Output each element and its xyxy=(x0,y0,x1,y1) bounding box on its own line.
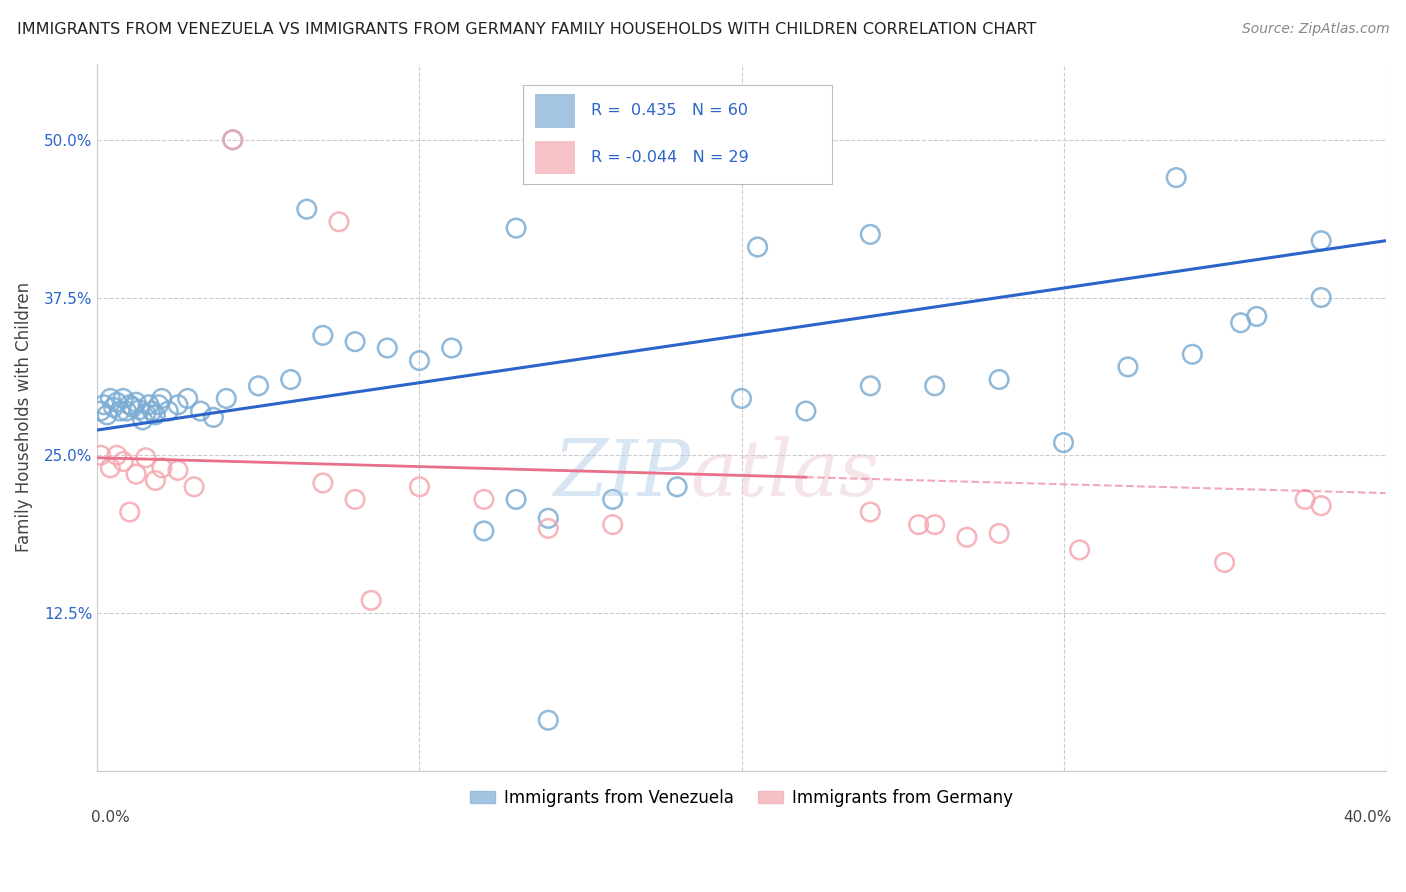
Point xyxy=(1116,359,1139,374)
Point xyxy=(222,133,245,147)
Point xyxy=(128,402,150,417)
Point xyxy=(122,401,145,415)
Point xyxy=(1069,542,1091,557)
Point xyxy=(1229,316,1251,330)
Point xyxy=(505,221,527,235)
Point xyxy=(1246,310,1268,324)
Point xyxy=(90,448,112,462)
Text: Source: ZipAtlas.com: Source: ZipAtlas.com xyxy=(1241,22,1389,37)
Point xyxy=(1310,234,1333,248)
Point xyxy=(131,413,153,427)
Point xyxy=(138,398,160,412)
Point xyxy=(96,408,118,422)
Point xyxy=(105,448,128,462)
Point xyxy=(167,463,190,477)
Point xyxy=(666,480,689,494)
Point xyxy=(215,392,238,406)
Point xyxy=(157,404,180,418)
Point xyxy=(360,593,382,607)
Point xyxy=(98,392,121,406)
Point xyxy=(1310,499,1333,513)
Point xyxy=(924,517,946,532)
Point xyxy=(537,521,560,535)
Point xyxy=(924,379,946,393)
Point xyxy=(148,398,170,412)
Point xyxy=(176,392,198,406)
Point xyxy=(408,480,430,494)
Point xyxy=(1213,556,1236,570)
Point xyxy=(112,392,135,406)
Point xyxy=(537,713,560,727)
Point xyxy=(112,454,135,468)
Point xyxy=(202,410,225,425)
Point xyxy=(105,395,128,409)
Text: 40.0%: 40.0% xyxy=(1344,810,1392,824)
Point xyxy=(505,492,527,507)
Point xyxy=(1310,291,1333,305)
Point xyxy=(956,530,979,544)
Point xyxy=(730,392,752,406)
Point xyxy=(1166,170,1188,185)
Point xyxy=(328,215,350,229)
Point xyxy=(135,407,157,421)
Point xyxy=(602,517,624,532)
Point xyxy=(145,474,167,488)
Point xyxy=(167,398,190,412)
Text: ZIP: ZIP xyxy=(553,436,690,512)
Point xyxy=(537,511,560,525)
Point xyxy=(247,379,270,393)
Point xyxy=(98,461,121,475)
Point xyxy=(183,480,205,494)
Text: IMMIGRANTS FROM VENEZUELA VS IMMIGRANTS FROM GERMANY FAMILY HOUSEHOLDS WITH CHIL: IMMIGRANTS FROM VENEZUELA VS IMMIGRANTS … xyxy=(17,22,1036,37)
Point xyxy=(103,401,125,415)
Point xyxy=(859,505,882,519)
Point xyxy=(118,505,141,519)
Point xyxy=(1052,435,1074,450)
Point xyxy=(141,404,163,418)
Point xyxy=(408,353,430,368)
Point xyxy=(312,475,335,490)
Point xyxy=(108,404,131,418)
Point xyxy=(125,395,148,409)
Point xyxy=(295,202,318,217)
Point xyxy=(472,492,495,507)
Point xyxy=(1181,347,1204,361)
Point xyxy=(907,517,929,532)
Y-axis label: Family Households with Children: Family Households with Children xyxy=(15,283,32,552)
Point xyxy=(150,392,173,406)
Point xyxy=(747,240,769,254)
Text: atlas: atlas xyxy=(690,436,879,512)
Point xyxy=(150,461,173,475)
Point xyxy=(859,227,882,242)
Point xyxy=(93,398,115,412)
Point xyxy=(988,526,1011,541)
Point xyxy=(472,524,495,538)
Point xyxy=(125,467,148,482)
Point xyxy=(602,492,624,507)
Point xyxy=(90,404,112,418)
Point xyxy=(344,334,367,349)
Point xyxy=(280,372,302,386)
Point xyxy=(115,404,138,418)
Point xyxy=(312,328,335,343)
Point xyxy=(1294,492,1316,507)
Point xyxy=(794,404,817,418)
Point xyxy=(988,372,1011,386)
Point xyxy=(135,450,157,465)
Point xyxy=(190,404,212,418)
Point xyxy=(859,379,882,393)
Point xyxy=(222,133,245,147)
Point xyxy=(118,398,141,412)
Point xyxy=(145,408,167,422)
Text: 0.0%: 0.0% xyxy=(91,810,129,824)
Point xyxy=(440,341,463,355)
Legend: Immigrants from Venezuela, Immigrants from Germany: Immigrants from Venezuela, Immigrants fr… xyxy=(464,782,1019,814)
Point xyxy=(375,341,398,355)
Point xyxy=(344,492,367,507)
